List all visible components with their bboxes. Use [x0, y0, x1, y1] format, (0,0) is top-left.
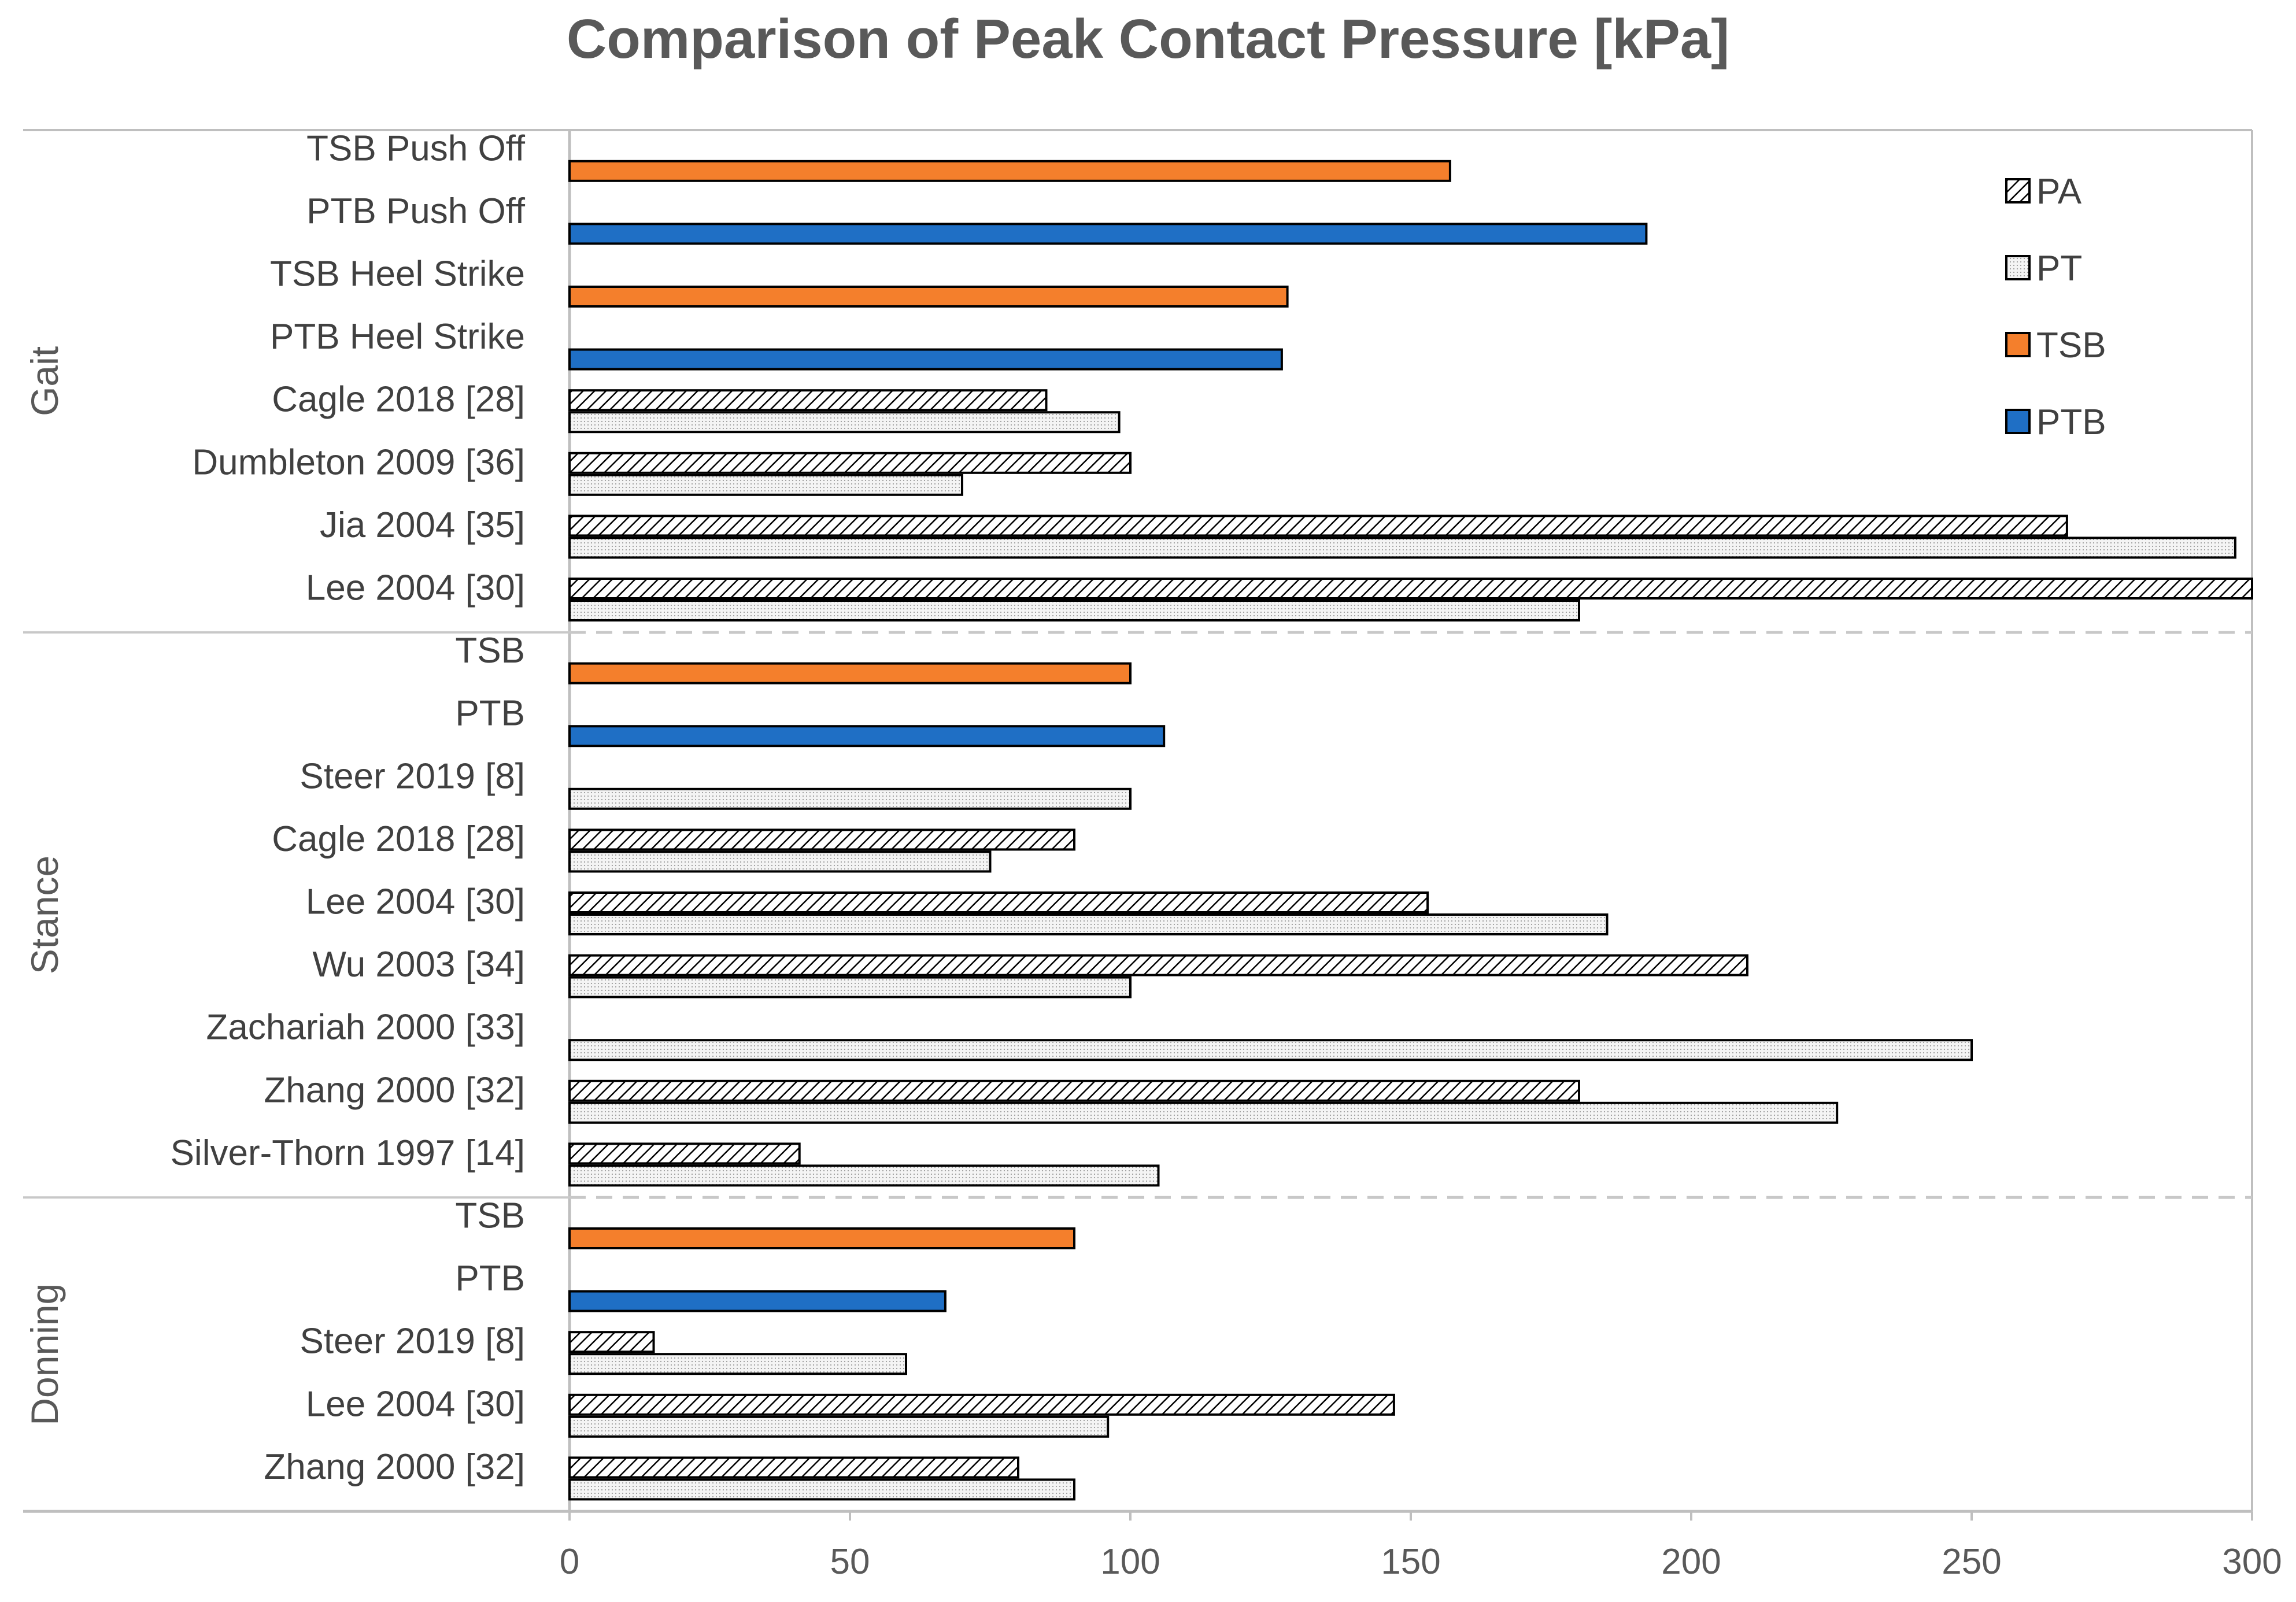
legend-label-tsb: TSB: [2036, 325, 2106, 365]
x-tick-label: 0: [560, 1542, 579, 1582]
bar-pa: [568, 1393, 1395, 1416]
bar-pt: [568, 411, 1121, 434]
bar-pa: [568, 578, 2253, 600]
category-label: PTB Push Off: [306, 191, 526, 231]
legend-label-pt: PT: [2036, 249, 2082, 288]
category-label: Cagle 2018 [28]: [272, 819, 525, 859]
group-label: Donning: [23, 1283, 66, 1426]
bar-pt: [568, 1164, 1160, 1187]
category-label: PTB Heel Strike: [270, 317, 525, 357]
bar-pa: [568, 954, 1748, 976]
category-label: PTB: [455, 694, 525, 734]
category-label: Cagle 2018 [28]: [272, 380, 525, 420]
bar-pa: [568, 828, 1075, 851]
category-label: Steer 2019 [8]: [300, 756, 526, 796]
bar-pa: [568, 452, 1132, 474]
bar-pt: [568, 473, 963, 496]
bar-pt: [568, 913, 1609, 935]
bar-pt: [568, 1101, 1839, 1124]
category-label: Jia 2004 [35]: [320, 505, 525, 545]
category-label: Steer 2019 [8]: [300, 1322, 526, 1361]
bar-pt: [568, 787, 1132, 810]
group-label: Gait: [23, 346, 66, 416]
bar-ptb: [568, 1290, 947, 1312]
bar-series: [568, 160, 2253, 1501]
category-label: Zhang 2000 [32]: [264, 1070, 525, 1110]
bar-pt: [568, 1415, 1110, 1438]
bar-ptb: [568, 725, 1166, 748]
category-label: TSB: [455, 1196, 525, 1236]
bar-pa: [568, 1079, 1580, 1102]
bar-pt: [568, 600, 1580, 621]
category-label: Lee 2004 [30]: [306, 1384, 525, 1424]
category-label: Zachariah 2000 [33]: [206, 1008, 526, 1048]
x-tick-label: 250: [1942, 1542, 2001, 1582]
x-tick-label: 100: [1100, 1542, 1160, 1582]
category-label: Lee 2004 [30]: [306, 568, 525, 608]
category-label: Zhang 2000 [32]: [264, 1447, 525, 1487]
x-tick-label: 50: [830, 1542, 870, 1582]
legend-swatch-tsb: [2005, 332, 2031, 357]
bar-ptb: [568, 223, 1648, 245]
x-tick-label: 150: [1381, 1542, 1440, 1582]
category-label: Lee 2004 [30]: [306, 882, 525, 922]
category-labels: TSB Push Off PTB Push Off TSB Heel Strike P…: [23, 128, 526, 1487]
bar-pa: [568, 1142, 801, 1165]
category-label: TSB Push Off: [306, 128, 526, 168]
legend: PA PT TSB PTB: [2005, 172, 2106, 442]
category-label: Silver-Thorn 1997 [14]: [171, 1133, 525, 1173]
legend-label-ptb: PTB: [2036, 402, 2106, 442]
legend-label-pa: PA: [2036, 172, 2082, 212]
x-tick-label: 200: [1661, 1542, 1721, 1582]
group-label: Stance: [23, 856, 66, 974]
bar-pa: [568, 389, 1048, 412]
x-axis: 0 50 100 150 200 250 300: [560, 1511, 2282, 1582]
bar-pt: [568, 1478, 1075, 1501]
category-label: PTB: [455, 1259, 525, 1298]
bar-pt: [568, 976, 1132, 998]
bar-pt: [568, 537, 2236, 559]
bar-pa: [568, 1331, 655, 1353]
category-label: Wu 2003 [34]: [312, 945, 525, 985]
category-label: TSB: [455, 631, 525, 671]
category-label: Dumbleton 2009 [36]: [192, 442, 525, 482]
bar-pa: [568, 515, 2068, 537]
bar-ptb: [568, 348, 1283, 371]
category-label: TSB Heel Strike: [270, 254, 525, 294]
legend-swatch-pt: [2005, 255, 2031, 280]
bar-pt: [568, 1353, 907, 1375]
bar-tsb: [568, 160, 1451, 182]
chart-title: Comparison of Peak Contact Pressure [kPa…: [566, 8, 1730, 70]
legend-swatch-ptb: [2005, 409, 2031, 434]
bar-pt: [568, 850, 992, 873]
bar-tsb: [568, 1227, 1075, 1249]
bar-pa: [568, 1456, 1019, 1479]
legend-swatch-pa: [2005, 178, 2031, 204]
bar-pa: [568, 891, 1429, 913]
bar-pt: [568, 1039, 1973, 1061]
x-tick-label: 300: [2222, 1542, 2282, 1582]
bar-tsb: [568, 286, 1289, 308]
bar-tsb: [568, 662, 1132, 685]
